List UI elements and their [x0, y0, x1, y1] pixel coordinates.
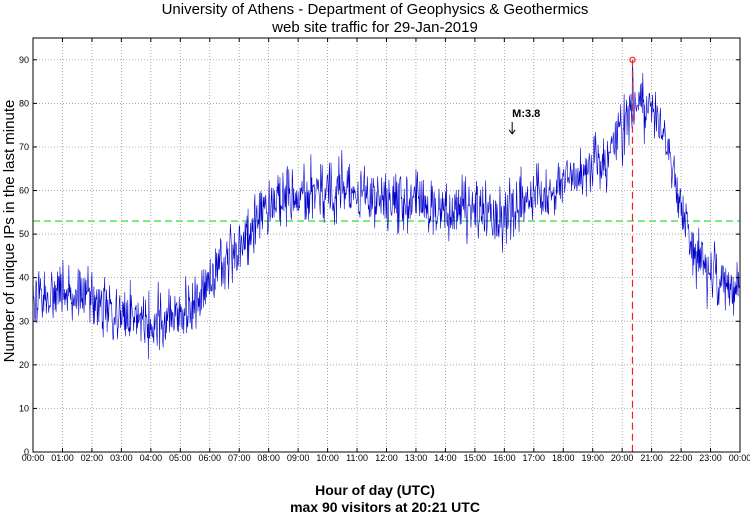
y-tick-label: 70 — [19, 142, 29, 152]
x-axis-label: Hour of day (UTC) — [315, 482, 435, 498]
x-tick-label: 21:00 — [640, 453, 663, 463]
x-tick-label: 00:00 — [729, 453, 750, 463]
footer-max-visitors: max 90 visitors at 20:21 UTC — [290, 499, 480, 515]
chart-title: University of Athens - Department of Geo… — [162, 1, 589, 18]
x-tick-label: 03:00 — [110, 453, 133, 463]
x-tick-label: 07:00 — [228, 453, 251, 463]
y-tick-label: 30 — [19, 316, 29, 326]
chart-subtitle: web site traffic for 29-Jan-2019 — [271, 19, 478, 36]
x-tick-label: 20:00 — [611, 453, 634, 463]
x-tick-label: 05:00 — [169, 453, 192, 463]
x-tick-label: 10:00 — [316, 453, 339, 463]
y-tick-label: 60 — [19, 186, 29, 196]
series-layer — [32, 59, 741, 360]
x-tick-label: 19:00 — [581, 453, 604, 463]
x-tick-label: 13:00 — [405, 453, 428, 463]
x-tick-label: 01:00 — [51, 453, 74, 463]
grid — [33, 38, 740, 452]
x-tick-label: 23:00 — [699, 453, 722, 463]
x-tick-label: 11:00 — [346, 453, 368, 463]
x-tick-label: 18:00 — [552, 453, 575, 463]
tick-layer: 00:00 01:00 02:00 03:00 04:00 05:00 06:00 07:00… — [19, 38, 750, 463]
series-line — [32, 59, 741, 360]
x-tick-label: 09:00 — [287, 453, 310, 463]
x-tick-label: 00:00 — [22, 453, 45, 463]
x-tick-label: 16:00 — [493, 453, 516, 463]
x-tick-label: 17:00 — [523, 453, 546, 463]
y-tick-label: 0 — [24, 447, 29, 457]
x-tick-label: 15:00 — [464, 453, 487, 463]
max-marker-point — [629, 56, 636, 63]
y-tick-label: 80 — [19, 98, 29, 108]
annotation-label: M:3.8 — [512, 108, 540, 120]
y-tick-label: 50 — [19, 229, 29, 239]
y-tick-label: 40 — [19, 273, 29, 283]
x-tick-label: 06:00 — [198, 453, 221, 463]
marker-layer — [629, 56, 636, 452]
x-tick-label: 22:00 — [670, 453, 693, 463]
y-axis-label: Number of unique IPs in the last minute — [1, 100, 18, 363]
annotation-arrow-head — [508, 129, 516, 135]
x-tick-label: 12:00 — [375, 453, 398, 463]
x-tick-label: 14:00 — [434, 453, 457, 463]
y-tick-label: 20 — [19, 360, 29, 370]
x-tick-label: 08:00 — [257, 453, 280, 463]
y-tick-label: 10 — [19, 403, 29, 413]
x-tick-label: 02:00 — [81, 453, 104, 463]
annotation-layer: M:3.8 — [508, 108, 540, 135]
y-tick-label: 90 — [19, 55, 29, 65]
x-tick-label: 04:00 — [140, 453, 163, 463]
